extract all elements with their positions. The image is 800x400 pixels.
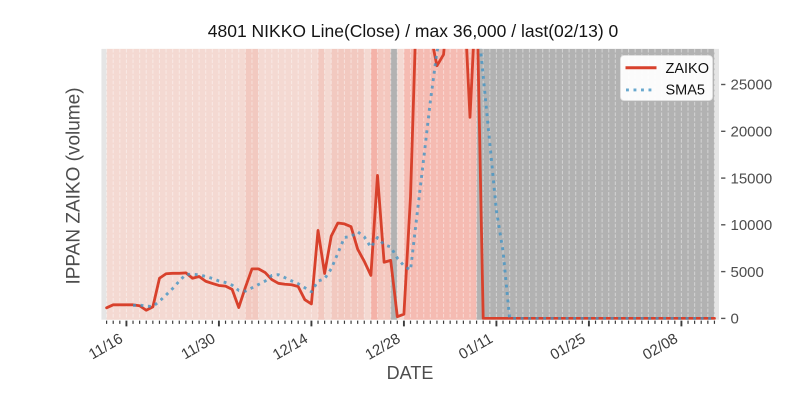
svg-text:4801 NIKKO Line(Close) / max 3: 4801 NIKKO Line(Close) / max 36,000 / la… [208,21,619,41]
svg-text:10000: 10000 [731,217,773,234]
svg-text:20000: 20000 [731,124,773,141]
svg-text:15000: 15000 [731,170,773,187]
svg-text:11/16: 11/16 [86,330,126,363]
svg-text:01/11: 01/11 [456,330,496,363]
svg-text:11/30: 11/30 [178,330,218,363]
svg-text:12/14: 12/14 [270,330,311,363]
svg-text:ZAIKO: ZAIKO [666,61,710,77]
svg-text:12/28: 12/28 [362,330,403,363]
svg-text:25000: 25000 [731,77,773,94]
svg-text:SMA5: SMA5 [666,83,706,99]
svg-text:0: 0 [731,311,739,328]
svg-text:IPPAN ZAIKO (volume): IPPAN ZAIKO (volume) [64,87,85,284]
svg-text:5000: 5000 [731,264,764,281]
svg-text:01/25: 01/25 [547,330,588,363]
svg-text:02/08: 02/08 [640,330,681,363]
svg-text:DATE: DATE [387,363,434,383]
